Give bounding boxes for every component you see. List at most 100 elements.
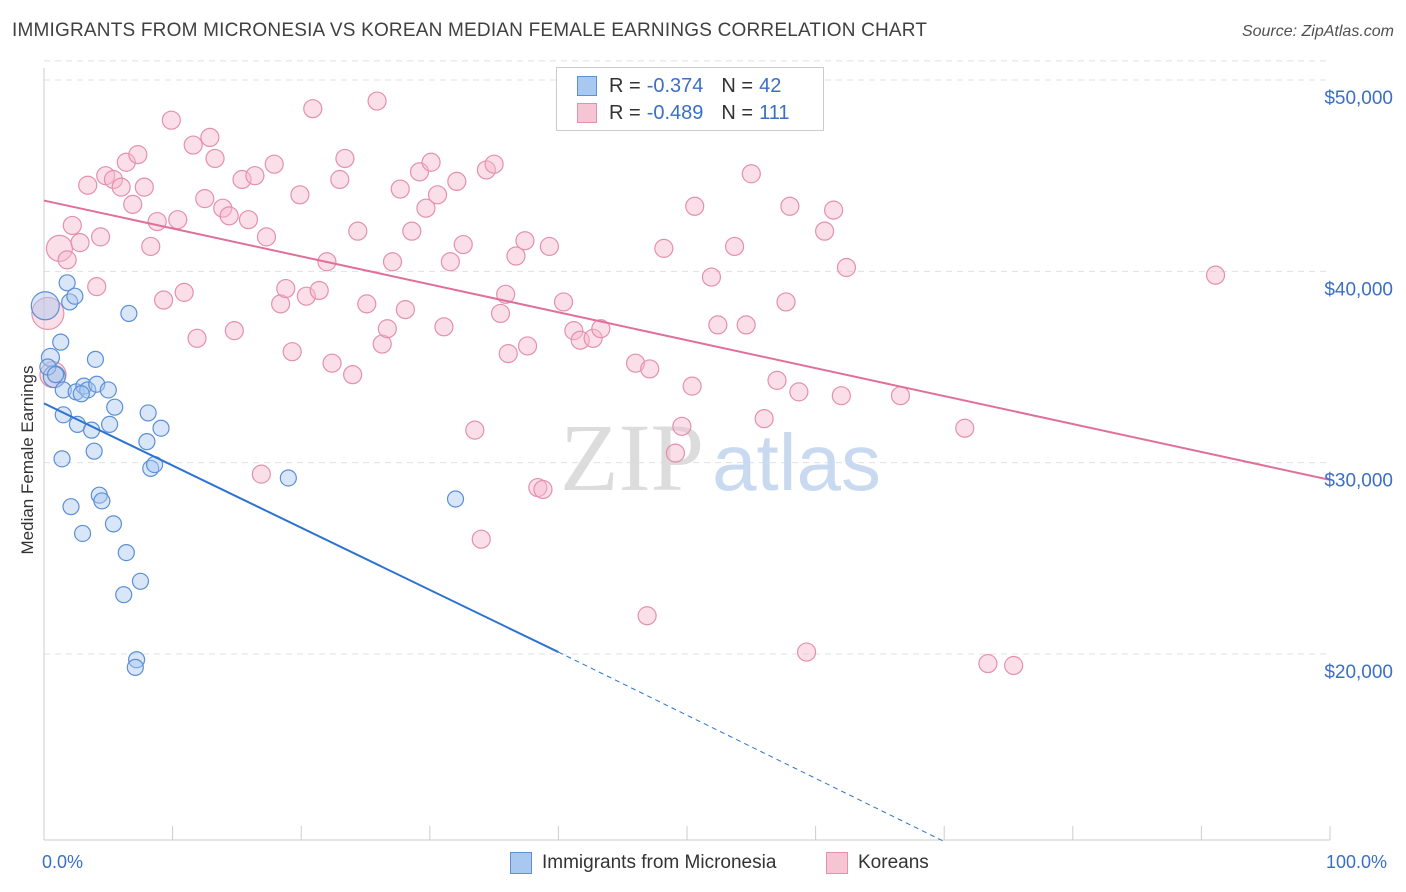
micronesia-trend-line — [43, 402, 559, 653]
korean-point — [367, 91, 387, 111]
korean-point — [200, 127, 220, 147]
korean-point — [484, 154, 504, 174]
legend-r-value: -0.374 — [646, 74, 704, 97]
korean-point — [815, 221, 835, 241]
korean-point — [123, 194, 143, 214]
micronesia-point — [53, 450, 71, 468]
korean-point — [416, 198, 436, 218]
legend-swatch-blue — [577, 76, 597, 96]
correlation-legend: R = -0.374 N = 42 R = -0.489 N = 111 — [556, 67, 824, 131]
korean-point — [421, 152, 441, 172]
korean-point — [890, 386, 911, 406]
korean-point — [357, 294, 377, 314]
korean-point — [440, 252, 460, 272]
korean-point — [824, 200, 844, 220]
micronesia-point — [115, 586, 133, 604]
chart-title: IMMIGRANTS FROM MICRONESIA VS KOREAN MED… — [12, 20, 928, 41]
micronesia-point — [131, 572, 150, 590]
korean-point — [685, 196, 705, 216]
micronesia-point — [117, 543, 135, 562]
korean-point — [564, 321, 584, 341]
korean-point — [245, 166, 265, 186]
korean-point — [195, 189, 215, 209]
legend-n-value: 42 — [759, 74, 782, 97]
micronesia-point — [54, 381, 72, 399]
y-tick-label: $30,000 — [1324, 471, 1393, 492]
korean-point — [1004, 655, 1024, 676]
micronesia-point — [85, 442, 103, 460]
korean-point — [264, 154, 284, 174]
micronesia-point — [120, 304, 138, 323]
micronesia-point — [106, 398, 124, 416]
korean-point — [665, 443, 686, 463]
korean-point — [767, 370, 787, 390]
korean-point — [103, 169, 124, 190]
korean-point — [796, 642, 817, 662]
x-tick-label-min: 0.0% — [42, 852, 84, 872]
korean-point — [377, 319, 397, 339]
korean-point — [251, 464, 271, 484]
korean-point — [533, 479, 553, 500]
korean-point — [87, 277, 107, 297]
korean-point — [496, 284, 516, 304]
korean-point — [780, 196, 800, 216]
korean-point — [447, 171, 467, 192]
korean-point — [90, 227, 111, 247]
micronesia-point — [152, 419, 170, 437]
micronesia-point — [93, 492, 111, 510]
korean-point — [453, 234, 473, 255]
micronesia-point — [73, 524, 92, 543]
korean-point — [465, 420, 485, 440]
korean-point — [583, 328, 603, 348]
korean-point — [789, 382, 809, 402]
bottom-legend-swatch-blue — [510, 852, 532, 874]
micronesia-point — [62, 498, 80, 516]
korean-point — [276, 278, 296, 299]
korean-point — [382, 252, 403, 272]
bottom-legend-label: Koreans — [858, 852, 929, 873]
korean-point — [654, 238, 674, 258]
korean-point — [506, 246, 526, 266]
korean-point — [322, 353, 342, 373]
korean-point — [219, 206, 239, 226]
micronesia-point — [66, 287, 84, 305]
korean-point — [836, 257, 857, 278]
korean-point — [490, 303, 511, 324]
korean-point — [111, 177, 131, 197]
korean-point — [147, 211, 167, 232]
korean-point — [955, 418, 975, 438]
korean-point — [348, 221, 368, 241]
x-tick-label-max: 100.0% — [1326, 852, 1388, 872]
micronesia-point — [126, 658, 144, 676]
korean-point — [174, 282, 194, 302]
korean-point — [1205, 265, 1226, 285]
micronesia-point — [52, 333, 70, 351]
micronesia-point — [279, 469, 297, 487]
korean-point — [978, 653, 998, 674]
korean-point — [476, 160, 496, 180]
micronesia-point — [446, 490, 465, 508]
bottom-legend-label: Immigrants from Micronesia — [542, 852, 777, 873]
korean-point — [282, 342, 302, 362]
korean-point — [116, 152, 136, 172]
korean-point — [271, 294, 291, 314]
korean-point — [303, 99, 323, 119]
korean-point — [205, 148, 225, 169]
korean-point — [515, 231, 535, 251]
source-credit: Source: ZipAtlas.com — [1241, 23, 1394, 40]
korean-point — [213, 198, 233, 218]
korean-point — [395, 300, 415, 320]
korean-point — [640, 359, 660, 379]
micronesia-point — [30, 291, 60, 321]
korean-point — [708, 315, 728, 335]
legend-row-micronesia: R = -0.374 N = 42 — [577, 74, 781, 98]
korean-point — [161, 110, 181, 130]
korean-point — [754, 409, 774, 429]
korean-point — [128, 145, 148, 165]
korean-point — [724, 236, 745, 257]
korean-point — [672, 416, 692, 436]
korean-point — [57, 250, 77, 270]
korean-point — [776, 292, 796, 312]
korean-point — [637, 606, 657, 626]
watermark-atlas: atlas — [712, 418, 881, 507]
